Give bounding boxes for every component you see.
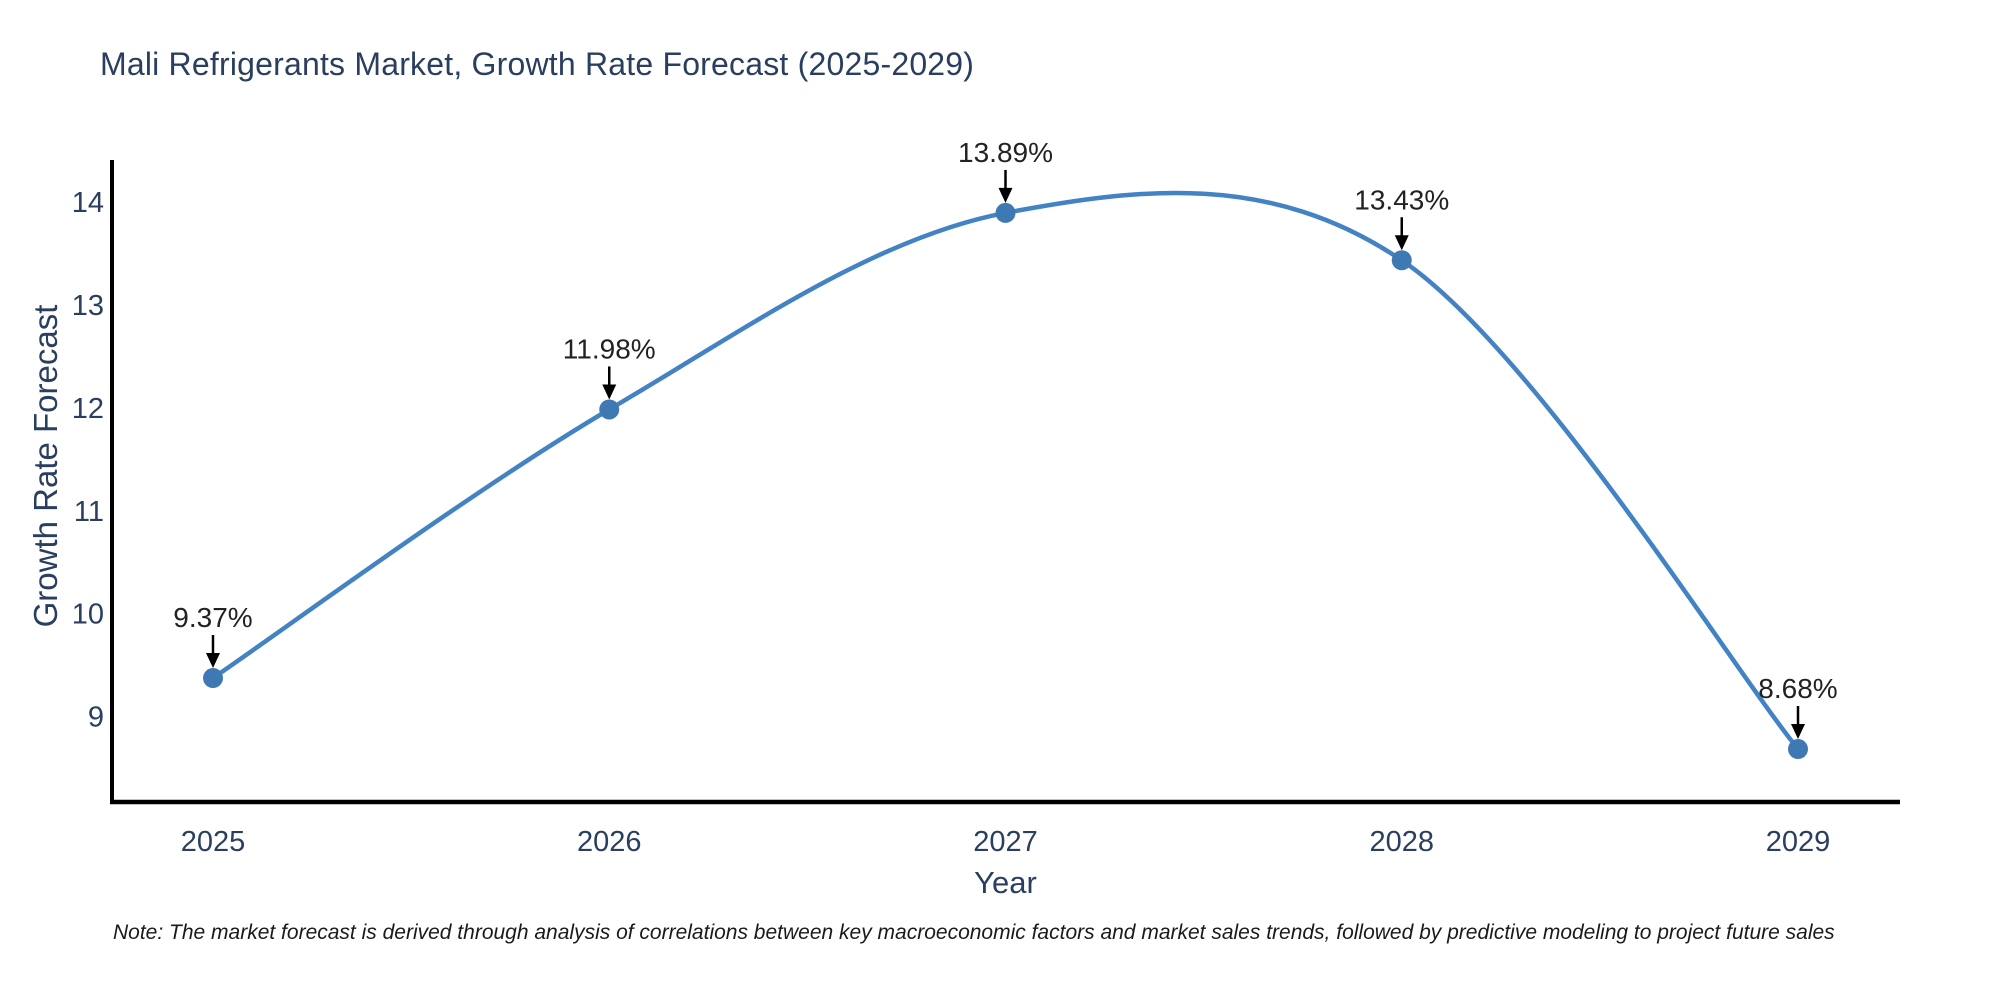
y-tick-label: 13 xyxy=(72,290,104,322)
data-label: 11.98% xyxy=(563,333,656,364)
y-tick-label: 11 xyxy=(74,496,104,528)
data-point-marker[interactable] xyxy=(1788,739,1808,760)
data-point-marker[interactable] xyxy=(599,399,620,420)
data-label: 13.43% xyxy=(1354,184,1449,215)
data-label: 13.89% xyxy=(958,137,1053,168)
x-tick-label: 2026 xyxy=(577,826,642,858)
x-axis-title: Year xyxy=(974,865,1037,900)
x-tick-label: 2028 xyxy=(1369,826,1434,858)
chart-title: Mali Refrigerants Market, Growth Rate Fo… xyxy=(100,46,975,82)
y-tick-label: 12 xyxy=(72,393,104,425)
annotation-arrowhead-icon xyxy=(1394,235,1409,251)
data-point-marker[interactable] xyxy=(1391,250,1412,271)
data-label: 9.37% xyxy=(173,602,252,633)
annotation-arrowhead-icon xyxy=(1791,724,1805,740)
data-label: 8.68% xyxy=(1758,673,1837,704)
series-line xyxy=(210,190,1801,752)
footnote: Note: The market forecast is derived thr… xyxy=(113,921,1835,944)
annotation-arrowhead-icon xyxy=(602,384,617,400)
x-tick-label: 2025 xyxy=(181,826,246,858)
y-tick-label: 14 xyxy=(72,187,104,219)
y-tick-label: 10 xyxy=(72,599,104,631)
data-point-marker[interactable] xyxy=(995,202,1016,223)
x-tick-label: 2029 xyxy=(1766,826,1831,858)
annotation-arrowhead-icon xyxy=(998,187,1013,203)
y-tick-label: 9 xyxy=(88,702,104,734)
annotation-arrowhead-icon xyxy=(206,653,220,669)
data-point-marker[interactable] xyxy=(203,668,223,689)
x-tick-label: 2027 xyxy=(973,826,1038,858)
y-axis-title: Growth Rate Forecast xyxy=(27,305,64,628)
